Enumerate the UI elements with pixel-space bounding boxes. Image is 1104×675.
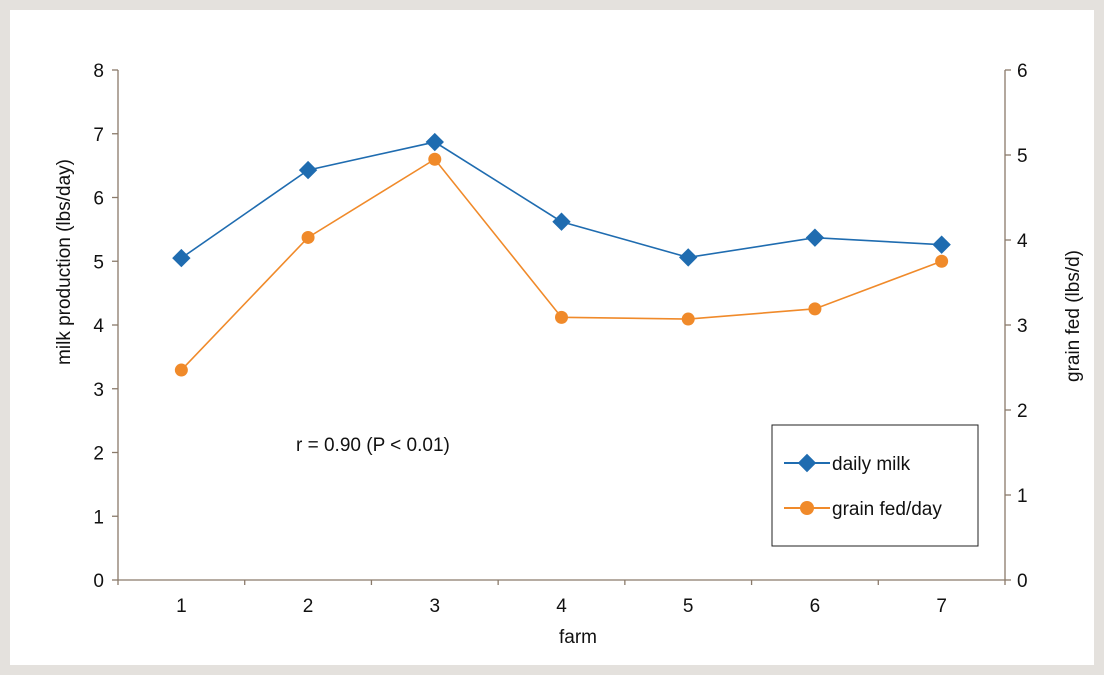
point-daily-milk: [172, 248, 191, 268]
axes: 0 1 2 3 4 5 6 7 8 0 1 2 3 4 5 6 1 2 3 4 5 6 7: [93, 61, 1028, 617]
series-line-daily-milk: [180, 141, 942, 259]
point-daily-milk: [552, 212, 571, 231]
y-left-tick-label: 7: [93, 125, 104, 146]
y-right-tick-label: 3: [1017, 316, 1028, 337]
point-grain-fed-day: [808, 302, 822, 316]
point-grain-fed-day: [174, 363, 188, 377]
dual-axis-line-chart: 0 1 2 3 4 5 6 7 8 0 1 2 3 4 5 6 1 2 3 4 5 6 7 farm milk produc…: [54, 61, 1084, 648]
x-tick-label: 5: [683, 596, 694, 617]
x-tick-label: 6: [810, 596, 821, 617]
y-left-tick-label: 8: [93, 61, 104, 82]
correlation-annotation: r = 0.90 (P < 0.01): [296, 435, 450, 456]
x-tick-label: 4: [556, 596, 567, 617]
y-left-tick-label: 0: [93, 571, 104, 592]
point-grain-fed-day: [301, 230, 315, 244]
point-grain-fed-day: [428, 152, 442, 166]
y-left-tick-label: 5: [93, 252, 104, 273]
legend-marker-grain-fed: [800, 501, 814, 515]
y-left-tick-label: 3: [93, 380, 104, 401]
series-lines: [180, 141, 942, 371]
x-tick-label: 7: [936, 596, 947, 617]
point-daily-milk: [932, 235, 951, 254]
y-right-tick-label: 0: [1017, 571, 1028, 592]
x-axis-title: farm: [559, 627, 597, 648]
point-grain-fed-day: [555, 310, 568, 324]
legend: daily milk grain fed/day: [771, 424, 979, 547]
point-grain-fed-day: [935, 254, 949, 268]
x-tick-label: 1: [176, 596, 187, 617]
x-tick-label: 3: [429, 596, 440, 617]
point-daily-milk: [679, 248, 698, 267]
x-tick-label: 2: [303, 596, 314, 617]
point-daily-milk: [298, 160, 318, 180]
y-axis-left-title: milk production (lbs/day): [54, 159, 75, 365]
chart-frame: 0 1 2 3 4 5 6 7 8 0 1 2 3 4 5 6 1 2 3 4 5 6 7 farm milk produc…: [10, 10, 1094, 665]
legend-label-grain-fed: grain fed/day: [832, 499, 942, 520]
legend-box: [771, 424, 979, 547]
y-left-tick-label: 6: [93, 189, 104, 210]
y-right-tick-label: 6: [1017, 61, 1028, 82]
point-grain-fed-day: [681, 312, 695, 326]
point-daily-milk: [805, 228, 825, 247]
y-right-tick-label: 4: [1017, 231, 1028, 252]
legend-marker-daily-milk: [797, 453, 817, 473]
y-left-tick-label: 1: [93, 507, 104, 528]
y-right-tick-label: 5: [1017, 146, 1028, 167]
y-left-tick-label: 4: [93, 316, 104, 337]
point-daily-milk: [425, 132, 444, 152]
series-markers: [172, 132, 951, 377]
series-line-grain-fed-day: [180, 158, 942, 371]
y-left-tick-label: 2: [93, 444, 104, 465]
y-right-tick-label: 2: [1017, 401, 1028, 422]
legend-label-daily-milk: daily milk: [832, 454, 911, 475]
y-axis-right-title: grain fed (lbs/d): [1063, 250, 1084, 382]
y-right-tick-label: 1: [1017, 486, 1028, 507]
